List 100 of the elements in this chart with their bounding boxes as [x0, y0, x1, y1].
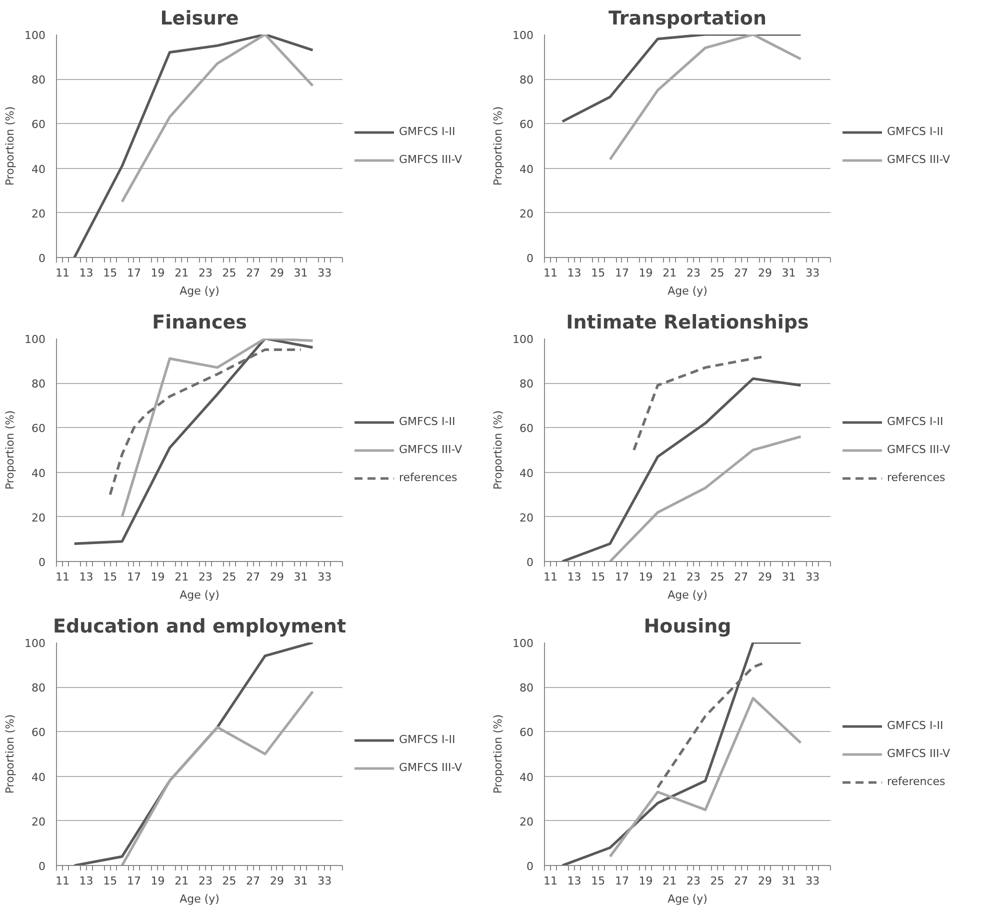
x-tick-label: 15 [591, 874, 606, 888]
x-tick-label: 29 [270, 874, 284, 888]
x-tick-label: 17 [614, 266, 629, 280]
x-tick-label: 23 [198, 570, 212, 584]
y-tick-label: 40 [520, 466, 534, 480]
x-tick-label: 23 [686, 570, 700, 584]
legend-label: GMFCS III-V [887, 747, 950, 760]
y-tick-label: 40 [32, 770, 46, 784]
x-axis-title: Age (y) [668, 892, 708, 906]
x-tick-label: 33 [318, 874, 332, 888]
x-tick-label: 19 [150, 570, 165, 584]
y-axis-title: Proportion (%) [492, 106, 505, 186]
x-tick-label: 25 [710, 874, 724, 888]
y-tick-label: 40 [520, 162, 534, 176]
y-tick-label: 60 [32, 422, 46, 436]
line-series [73, 338, 314, 545]
y-tick-label: 40 [32, 466, 46, 480]
x-axis-title: Age (y) [668, 284, 708, 298]
legend-label: references [887, 471, 946, 484]
x-tick-label: 17 [614, 874, 629, 888]
x-tick-label: 27 [246, 874, 260, 888]
x-tick-label: 23 [198, 266, 212, 280]
legend-label: GMFCS III-V [399, 761, 462, 774]
x-tick-label: 25 [222, 570, 236, 584]
y-tick-label: 60 [520, 422, 534, 436]
y-tick-label: 100 [512, 333, 534, 346]
x-tick-label: 13 [79, 874, 94, 888]
y-tick-label: 100 [512, 29, 534, 42]
y-tick-label: 60 [32, 726, 46, 740]
x-tick-label: 15 [103, 570, 118, 584]
x-tick-label: 17 [126, 874, 141, 888]
x-tick-label: 33 [318, 266, 332, 280]
legend-label: GMFCS I-II [887, 719, 944, 732]
x-tick-label: 11 [55, 266, 70, 280]
x-axis-title: Age (y) [180, 892, 220, 906]
x-tick-label: 27 [246, 570, 260, 584]
y-tick-label: 0 [526, 860, 534, 873]
y-tick-label: 60 [32, 118, 46, 132]
y-axis-title: Proportion (%) [492, 410, 505, 490]
legend-label: GMFCS III-V [887, 443, 950, 456]
x-axis-title: Age (y) [668, 588, 708, 602]
x-tick-label: 13 [79, 266, 94, 280]
x-tick-label: 27 [246, 266, 260, 280]
y-tick-label: 100 [512, 637, 534, 650]
x-tick-label: 11 [55, 570, 70, 584]
x-tick-label: 23 [686, 874, 700, 888]
x-tick-label: 13 [567, 570, 582, 584]
x-tick-label: 15 [103, 874, 118, 888]
x-tick-label: 31 [782, 570, 796, 584]
x-tick-label: 31 [782, 874, 796, 888]
legend-label: GMFCS I-II [887, 125, 944, 138]
x-tick-label: 21 [662, 266, 677, 280]
y-tick-label: 0 [526, 556, 534, 569]
y-tick-label: 40 [520, 770, 534, 784]
y-tick-label: 20 [520, 511, 534, 524]
legend-label: GMFCS I-II [399, 733, 456, 746]
x-tick-label: 31 [294, 266, 308, 280]
x-tick-label: 23 [686, 266, 700, 280]
x-tick-label: 19 [638, 874, 653, 888]
x-tick-label: 13 [567, 874, 582, 888]
x-tick-label: 21 [174, 266, 189, 280]
x-tick-label: 29 [270, 266, 284, 280]
x-tick-label: 13 [567, 266, 582, 280]
line-series [108, 348, 302, 496]
x-tick-label: 19 [150, 874, 165, 888]
line-series [561, 642, 802, 866]
y-tick-label: 20 [32, 815, 46, 828]
x-tick-label: 29 [758, 266, 772, 280]
y-tick-label: 20 [32, 207, 46, 220]
x-tick-label: 21 [174, 874, 189, 888]
y-tick-label: 80 [520, 682, 534, 695]
x-tick-label: 15 [103, 266, 118, 280]
x-tick-label: 25 [710, 570, 724, 584]
x-tick-label: 33 [806, 570, 820, 584]
legend-label: GMFCS III-V [887, 153, 950, 166]
legend-label: references [399, 471, 458, 484]
x-tick-label: 29 [758, 570, 772, 584]
x-tick-label: 19 [638, 570, 653, 584]
y-axis-title: Proportion (%) [4, 410, 17, 490]
legend-label: GMFCS I-II [887, 415, 944, 428]
x-axis-title: Age (y) [180, 588, 220, 602]
y-tick-label: 40 [32, 162, 46, 176]
line-series [73, 34, 314, 258]
x-tick-label: 31 [294, 874, 308, 888]
y-tick-label: 0 [38, 556, 46, 569]
y-axis-title: Proportion (%) [4, 106, 17, 186]
chart-title: Transportation [608, 8, 767, 30]
x-tick-label: 33 [318, 570, 332, 584]
y-tick-label: 80 [32, 682, 46, 695]
chart-title: Leisure [160, 8, 239, 30]
x-tick-label: 27 [734, 570, 748, 584]
y-tick-label: 0 [38, 860, 46, 873]
x-tick-label: 17 [126, 570, 141, 584]
y-tick-label: 100 [24, 333, 46, 346]
y-tick-label: 80 [520, 378, 534, 391]
y-tick-label: 20 [520, 207, 534, 220]
y-tick-label: 20 [520, 815, 534, 828]
chart-title: Housing [644, 616, 732, 638]
x-tick-label: 21 [662, 874, 677, 888]
x-tick-label: 29 [758, 874, 772, 888]
